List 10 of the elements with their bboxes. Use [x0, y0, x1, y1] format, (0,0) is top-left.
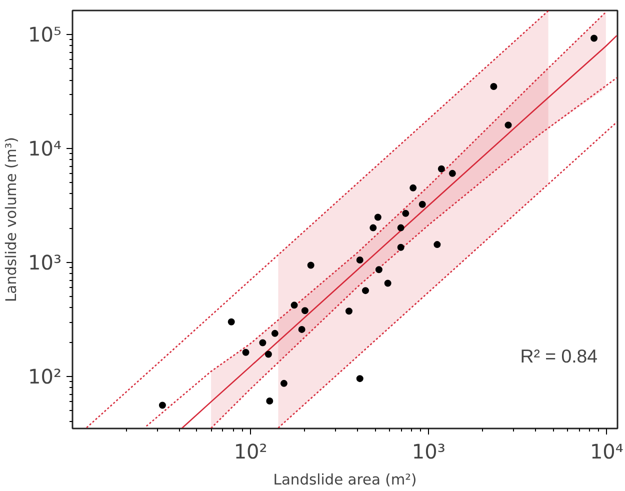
- y-tick-label: 10³: [28, 250, 62, 275]
- x-tick-label: 10⁴: [590, 440, 624, 464]
- x-tick-label: 10³: [412, 440, 446, 464]
- x-axis-title: Landslide area (m²): [273, 472, 417, 488]
- x-tick-label: 10²: [234, 440, 268, 464]
- y-tick-label: 10²: [28, 364, 62, 389]
- y-tick-label: 10⁴: [28, 136, 62, 161]
- y-axis-title: Landslide volume (m³): [3, 136, 20, 302]
- annotation: R² = 0.84: [520, 346, 598, 366]
- y-tick-label: 10⁵: [28, 22, 62, 47]
